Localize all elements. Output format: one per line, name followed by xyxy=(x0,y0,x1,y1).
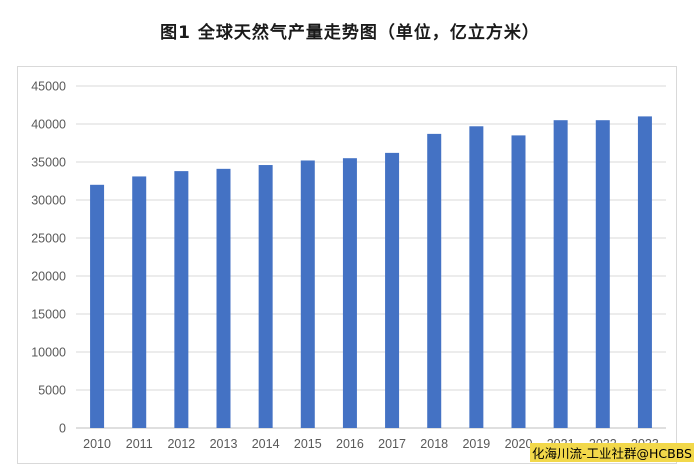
x-tick-label: 2010 xyxy=(83,437,111,451)
y-tick-label: 10000 xyxy=(31,346,66,360)
y-tick-label: 25000 xyxy=(31,232,66,246)
bar-2015 xyxy=(300,160,315,429)
y-tick-label: 30000 xyxy=(31,194,66,208)
x-tick-label: 2015 xyxy=(294,437,322,451)
y-tick-label: 5000 xyxy=(38,384,66,398)
chart-title: 图1 全球天然气产量走势图（单位，亿立方米） xyxy=(160,23,540,43)
bar-2023 xyxy=(637,116,652,429)
bar-2010 xyxy=(90,184,105,428)
bar-2016 xyxy=(342,158,357,428)
x-tick-label: 2019 xyxy=(462,437,490,451)
x-tick-label: 2011 xyxy=(126,437,153,451)
y-tick-label: 0 xyxy=(59,422,66,436)
bar-2013 xyxy=(216,168,231,428)
watermark-caption: 化海川流-工业社群@HCBBS xyxy=(529,443,694,462)
x-tick-label: 2012 xyxy=(167,437,195,451)
x-tick-label: 2017 xyxy=(378,437,406,451)
bar-2014 xyxy=(258,165,273,429)
x-tick-label: 2018 xyxy=(420,437,448,451)
y-tick-label: 35000 xyxy=(31,156,66,170)
y-tick-label: 45000 xyxy=(31,80,66,94)
y-tick-label: 40000 xyxy=(31,118,66,132)
bar-2011 xyxy=(132,176,147,428)
bar-2019 xyxy=(469,126,484,428)
bar-2022 xyxy=(595,120,610,428)
bar-2017 xyxy=(385,152,400,428)
x-tick-label: 2020 xyxy=(505,437,533,451)
y-tick-label: 15000 xyxy=(31,308,66,322)
bar-2021 xyxy=(553,120,568,428)
bar-2020 xyxy=(511,135,526,428)
y-tick-label: 20000 xyxy=(31,270,66,284)
x-tick-label: 2016 xyxy=(336,437,364,451)
bar-2012 xyxy=(174,171,189,428)
x-tick-label: 2014 xyxy=(252,437,280,451)
x-tick-label: 2013 xyxy=(210,437,238,451)
bar-2018 xyxy=(427,133,442,428)
